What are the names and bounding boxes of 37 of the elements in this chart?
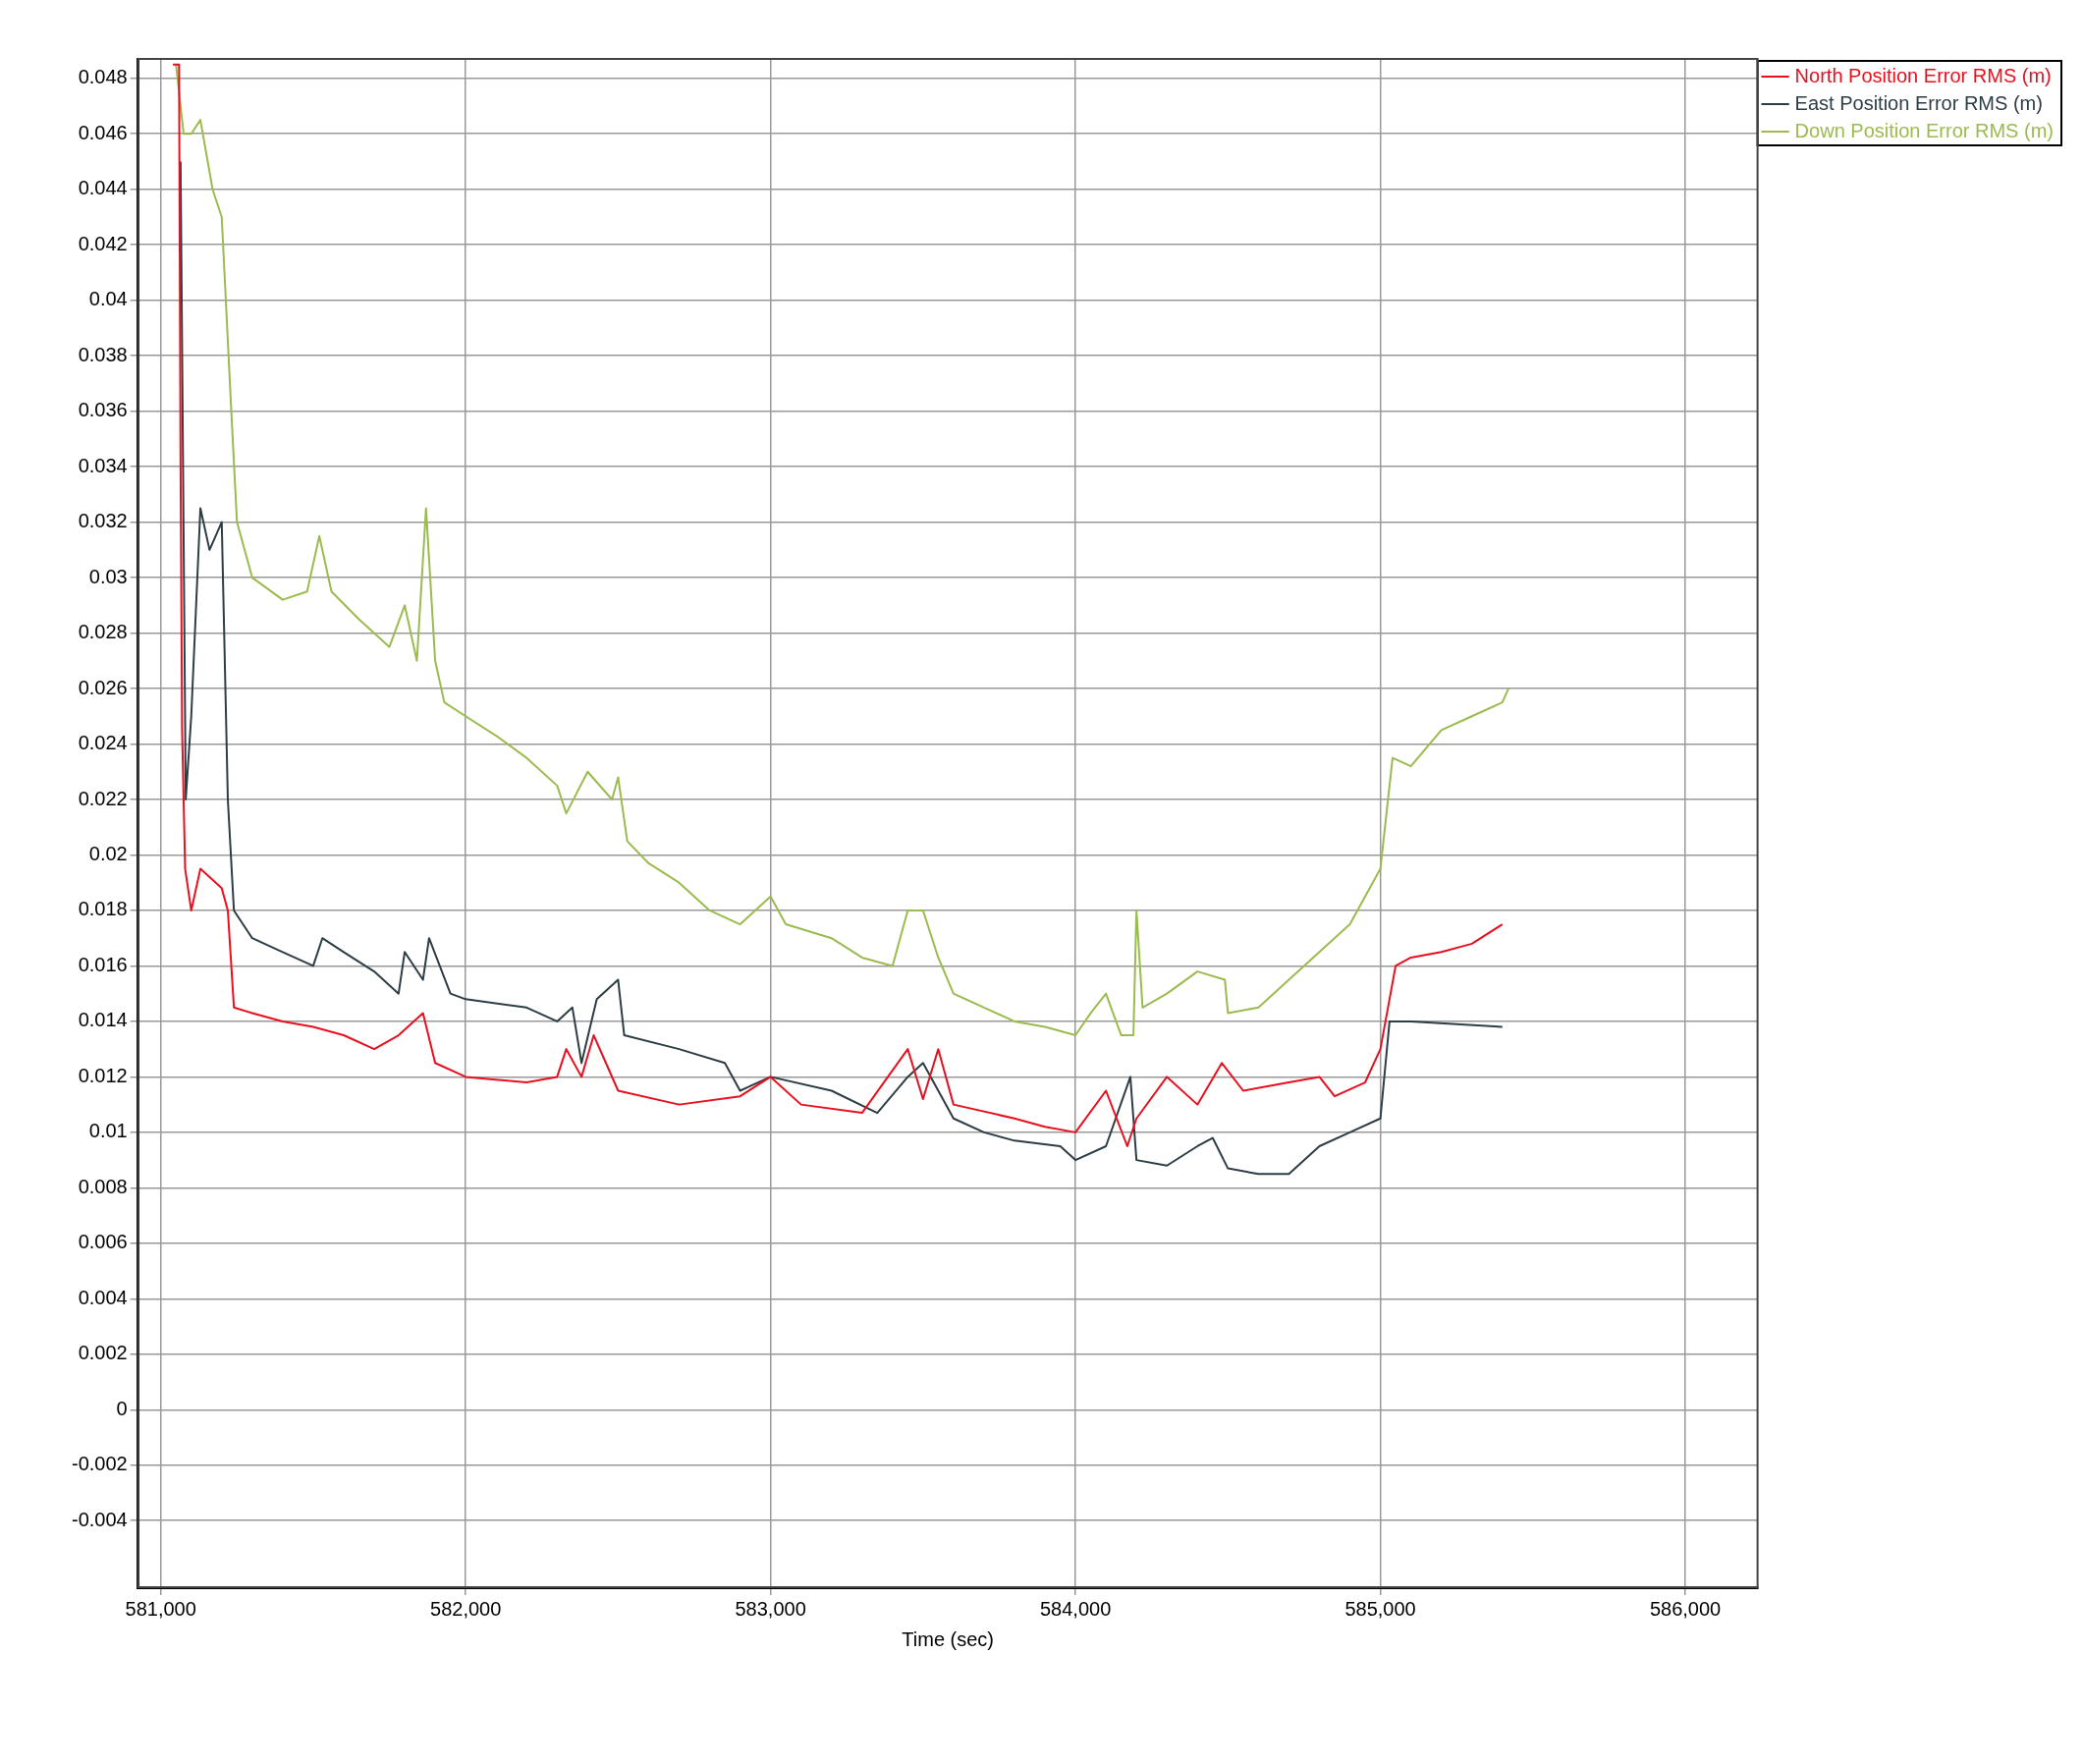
- y-tick-label: 0.004: [78, 1286, 128, 1308]
- y-tick-label: 0.026: [78, 676, 128, 698]
- y-tick-label: 0.036: [78, 399, 128, 421]
- legend-label: East Position Error RMS (m): [1794, 91, 2043, 114]
- y-tick-label: 0.03: [88, 565, 128, 587]
- y-tick-label: -0.002: [71, 1453, 128, 1475]
- y-tick-label: 0.02: [88, 842, 128, 864]
- legend-label: North Position Error RMS (m): [1794, 64, 2052, 86]
- y-tick-label: 0.04: [88, 288, 128, 310]
- y-tick-label: 0.002: [78, 1342, 128, 1364]
- y-tick-label: 0.01: [88, 1120, 128, 1142]
- y-tick-label: -0.004: [71, 1508, 128, 1530]
- y-tick-label: 0.024: [78, 732, 128, 754]
- x-axis-title: Time (sec): [902, 1627, 995, 1650]
- y-tick-label: 0.038: [78, 343, 128, 365]
- y-tick-label: 0.042: [78, 232, 128, 254]
- y-tick-label: 0.018: [78, 898, 128, 920]
- x-tick-label: 584,000: [1039, 1597, 1112, 1620]
- y-tick-label: 0.044: [78, 177, 128, 199]
- y-tick-label: 0.048: [78, 66, 128, 88]
- y-tick-label: 0.022: [78, 787, 128, 809]
- y-tick-label: 0.006: [78, 1231, 128, 1253]
- y-tick-label: 0: [116, 1397, 128, 1419]
- legend-label: Down Position Error RMS (m): [1794, 119, 2055, 141]
- y-tick-label: 0.008: [78, 1175, 128, 1197]
- y-tick-label: 0.032: [78, 510, 128, 532]
- y-tick-label: 0.046: [78, 121, 128, 143]
- x-tick-label: 585,000: [1344, 1597, 1416, 1620]
- y-tick-label: 0.016: [78, 953, 128, 975]
- x-tick-label: 583,000: [735, 1597, 806, 1620]
- y-tick-label: 0.034: [78, 454, 128, 476]
- y-tick-label: 0.028: [78, 621, 128, 643]
- y-tick-label: 0.014: [78, 1009, 128, 1031]
- x-tick-label: 582,000: [430, 1597, 502, 1620]
- y-tick-label: 0.012: [78, 1064, 128, 1086]
- x-tick-label: 586,000: [1649, 1597, 1722, 1620]
- x-tick-label: 581,000: [125, 1597, 196, 1620]
